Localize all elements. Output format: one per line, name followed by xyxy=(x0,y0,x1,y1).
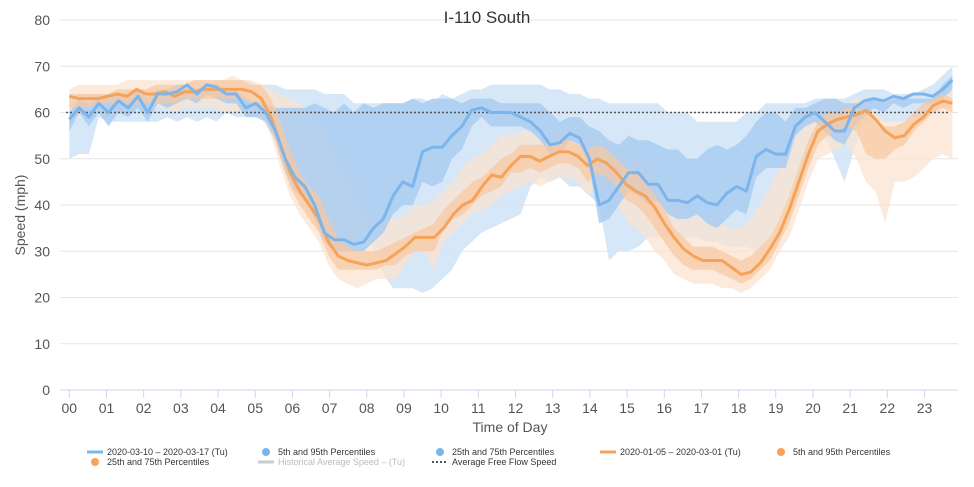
y-tick-label: 70 xyxy=(34,58,50,74)
legend-dot-swatch xyxy=(777,448,785,456)
x-tick-label: 15 xyxy=(619,400,635,416)
legend-dot-swatch xyxy=(436,448,444,456)
x-tick-label: 09 xyxy=(396,400,412,416)
y-tick-label: 40 xyxy=(34,197,50,213)
legend-label: 25th and 75th Percentiles xyxy=(107,457,210,467)
legend-label: 25th and 75th Percentiles xyxy=(452,447,555,457)
legend-label: Historical Average Speed – (Tu) xyxy=(278,457,405,467)
x-tick-label: 22 xyxy=(880,400,896,416)
x-tick-label: 14 xyxy=(582,400,598,416)
legend-dot-swatch xyxy=(262,448,270,456)
x-tick-label: 11 xyxy=(471,400,486,416)
legend-item: Historical Average Speed – (Tu) xyxy=(258,457,405,467)
x-tick-label: 18 xyxy=(731,400,747,416)
x-tick-label: 06 xyxy=(285,400,301,416)
percentile-bands xyxy=(69,66,953,293)
series-lines xyxy=(68,79,954,276)
axes: 0 10 20 30 40 50 60 70 80 00 01 02 03 04 05 06 07 08 09 10 1… xyxy=(34,12,958,416)
legend-item: 2020-03-10 – 2020-03-17 (Tu) xyxy=(87,447,228,457)
legend-label: 2020-03-10 – 2020-03-17 (Tu) xyxy=(107,447,228,457)
legend-label: 2020-01-05 – 2020-03-01 (Tu) xyxy=(620,447,741,457)
x-tick-label: 23 xyxy=(917,400,933,416)
legend-item: 25th and 75th Percentiles xyxy=(91,457,210,467)
x-tick-label: 03 xyxy=(173,400,189,416)
chart-title: I-110 South xyxy=(444,8,531,27)
x-tick-label: 04 xyxy=(210,400,226,416)
blue-25-75-band xyxy=(69,75,953,252)
legend-item: 2020-01-05 – 2020-03-01 (Tu) xyxy=(600,447,741,457)
y-tick-label: 0 xyxy=(42,382,50,398)
y-tick-label: 80 xyxy=(34,12,50,28)
legend-dot-swatch xyxy=(91,458,99,466)
x-tick-label: 05 xyxy=(247,400,263,416)
x-tick-label: 08 xyxy=(359,400,375,416)
legend-item: Average Free Flow Speed xyxy=(432,457,556,467)
orange-25-75-band xyxy=(69,80,953,284)
legend-label: 5th and 95th Percentiles xyxy=(278,447,376,457)
legend: 2020-03-10 – 2020-03-17 (Tu) 5th and 95th… xyxy=(87,447,891,467)
y-tick-label: 60 xyxy=(34,105,50,121)
y-axis-title: Speed (mph) xyxy=(12,175,28,256)
x-tick-label: 19 xyxy=(768,400,784,416)
x-tick-label: 13 xyxy=(545,400,561,416)
legend-item: 5th and 95th Percentiles xyxy=(777,447,891,457)
y-tick-label: 30 xyxy=(34,243,50,259)
y-tick-label: 50 xyxy=(34,151,50,167)
x-tick-label: 07 xyxy=(322,400,338,416)
x-tick-label: 01 xyxy=(99,400,115,416)
x-axis-title: Time of Day xyxy=(473,419,548,435)
x-tick-label: 16 xyxy=(656,400,672,416)
legend-item: 25th and 75th Percentiles xyxy=(436,447,555,457)
x-tick-label: 12 xyxy=(508,400,524,416)
legend-item: 5th and 95th Percentiles xyxy=(262,447,376,457)
x-tick-label: 20 xyxy=(805,400,821,416)
x-tick-label: 17 xyxy=(694,400,710,416)
x-tick-label: 00 xyxy=(62,400,78,416)
x-tick-label: 10 xyxy=(433,400,449,416)
x-tick-label: 21 xyxy=(842,400,858,416)
y-tick-label: 20 xyxy=(34,290,50,306)
legend-label: Average Free Flow Speed xyxy=(452,457,556,467)
blue-series-line xyxy=(68,79,954,246)
legend-label: 5th and 95th Percentiles xyxy=(793,447,891,457)
y-tick-label: 10 xyxy=(34,336,50,352)
orange-series-line xyxy=(68,87,953,276)
x-tick-label: 02 xyxy=(136,400,152,416)
